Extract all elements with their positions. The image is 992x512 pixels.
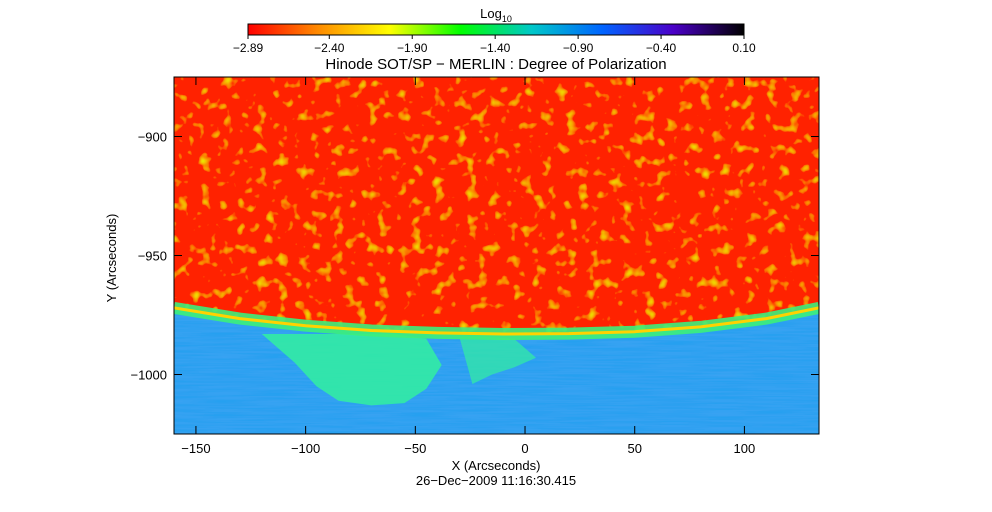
image-area xyxy=(174,77,819,434)
colorbar-ticks: −2.89 −2.40 −1.90 −1.40 −0.90 −0.40 0.10 xyxy=(233,35,756,55)
bright-lobe-center xyxy=(459,336,536,384)
chart-title: Hinode SOT/SP − MERLIN : Degree of Polar… xyxy=(325,56,666,73)
y-tick-label: −1000 xyxy=(130,368,167,383)
colorbar-tick-label: −2.89 xyxy=(233,41,264,55)
x-tick-label: −150 xyxy=(181,441,210,456)
x-axis: −150 −100 −50 0 50 100 xyxy=(181,77,755,456)
x-tick-label: 0 xyxy=(521,441,528,456)
x-axis-label: X (Arcseconds) xyxy=(452,458,541,473)
colorbar: Log10 −2.89 −2.40 −1.90 −1.40 −0.90 −0.40 0.10 xyxy=(233,6,756,55)
y-axis-label: Y (Arcseconds) xyxy=(104,214,119,303)
x-tick-label: 50 xyxy=(627,441,641,456)
y-axis: −900 −950 −1000 xyxy=(130,130,819,383)
colorbar-tick-label: −1.40 xyxy=(480,41,511,55)
colorbar-tick-label: 0.10 xyxy=(732,41,756,55)
x-tick-label: −100 xyxy=(291,441,320,456)
colorbar-tick-label: −2.40 xyxy=(314,41,345,55)
colorbar-tick-label: −0.40 xyxy=(646,41,677,55)
timestamp: 26−Dec−2009 11:16:30.415 xyxy=(416,473,576,488)
bright-lobe-left xyxy=(261,334,442,406)
colorbar-tick-label: −0.90 xyxy=(563,41,594,55)
colorbar-tick-label: −1.90 xyxy=(397,41,428,55)
limb-curve xyxy=(174,306,819,336)
colorbar-gradient xyxy=(247,23,745,36)
x-tick-label: 100 xyxy=(734,441,756,456)
y-tick-label: −950 xyxy=(138,249,167,264)
colorbar-title: Log10 xyxy=(480,6,512,24)
x-tick-label: −50 xyxy=(404,441,426,456)
y-tick-label: −900 xyxy=(138,130,167,145)
